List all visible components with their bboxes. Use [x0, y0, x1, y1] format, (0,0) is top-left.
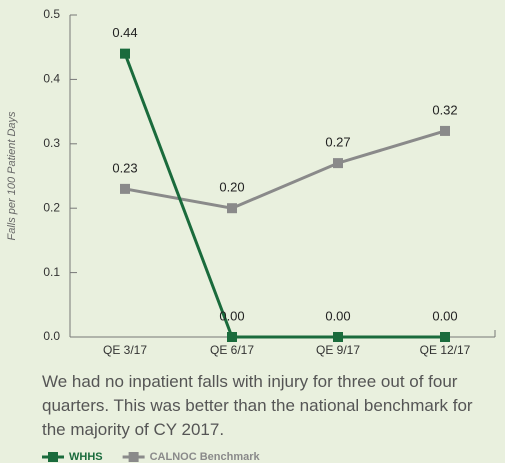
data-label: 0.44 [112, 25, 137, 40]
series-line [124, 129, 446, 210]
y-tick-label: 0.0 [43, 329, 60, 343]
x-tick-label: QE 6/17 [210, 343, 254, 357]
data-label: 0.23 [112, 160, 137, 175]
point-marker [333, 332, 343, 342]
y-tick-label: 0.2 [43, 200, 60, 214]
data-label: 0.00 [325, 308, 350, 323]
data-label: 0.27 [325, 135, 350, 150]
legend-label: CALNOC Benchmark [150, 451, 261, 463]
x-tick-label: QE 9/17 [316, 343, 360, 357]
point-marker [333, 158, 343, 169]
point-marker [120, 183, 130, 194]
series-line [123, 53, 445, 339]
point-marker [440, 125, 450, 136]
legend-marker [48, 452, 58, 462]
legend-marker [128, 452, 139, 462]
legend-label: WHHS [69, 451, 103, 463]
y-tick-label: 0.1 [43, 265, 60, 279]
point-marker [120, 48, 130, 59]
point-marker [440, 332, 450, 342]
data-label: 0.00 [432, 308, 457, 323]
point-marker [227, 332, 237, 342]
x-tick-label: QE 12/17 [420, 343, 471, 357]
data-label: 0.20 [219, 180, 244, 195]
point-marker [227, 203, 237, 214]
data-label: 0.00 [219, 308, 244, 323]
caption: We had no inpatient falls with injury fo… [42, 372, 473, 439]
y-tick-label: 0.3 [43, 136, 60, 150]
data-label: 0.32 [432, 102, 457, 117]
y-tick-label: 0.5 [43, 7, 60, 21]
y-tick-label: 0.4 [43, 72, 60, 86]
x-tick-label: QE 3/17 [103, 343, 147, 357]
y-axis-label: Falls per 100 Patient Days [6, 111, 18, 241]
